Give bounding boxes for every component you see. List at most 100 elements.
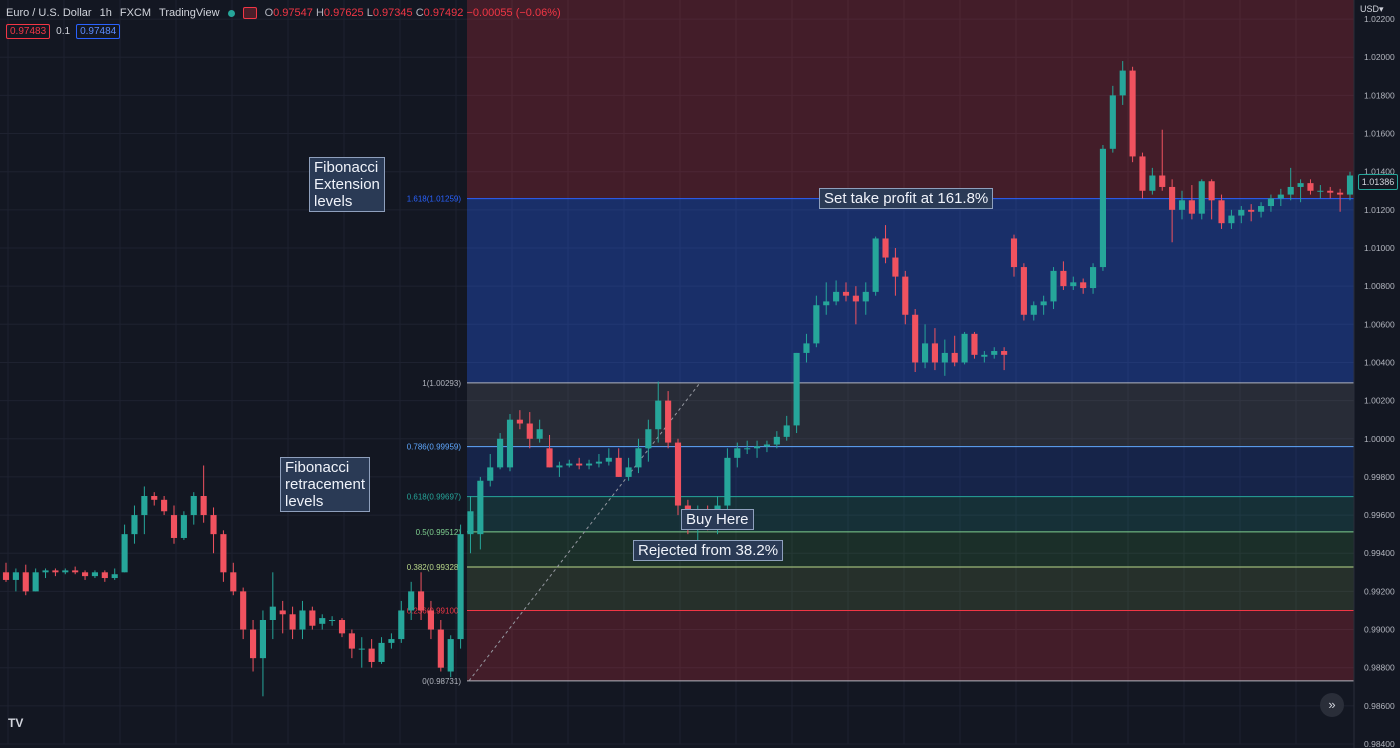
candle-body-60 [595,461,603,464]
buy-button[interactable]: 0.97484 [76,24,121,39]
fib-zone-2 [467,531,1354,567]
candle-body-99 [981,354,988,357]
double-chevron-right-icon[interactable]: » [1320,693,1344,717]
fib-zone-6 [467,198,1354,383]
candle-body-84 [833,291,840,302]
price-axis-tick-19: 0.98400 [1364,739,1395,748]
candle-body-85 [842,291,850,296]
candle-body-123 [1218,200,1225,224]
candle-body-66 [655,400,662,430]
candle-body-121 [1198,181,1205,214]
candle-body-92 [912,314,919,363]
annotation-take-profit[interactable]: Set take profit at 161.8% [819,188,994,209]
timeframe[interactable]: 1h [99,7,112,19]
price-axis-tick-17: 0.98800 [1364,663,1395,673]
price-axis-tick-18: 0.98600 [1364,701,1395,711]
candle-body-89 [882,238,889,258]
low-value: 0.97345 [372,7,413,19]
candle-body-15 [151,496,158,500]
price-axis-tick-15: 0.99200 [1364,586,1395,596]
fib-zone-0 [467,610,1354,681]
annotation-extension[interactable]: Fibonacci Extension levels [309,157,385,212]
price-axis-tick-3: 1.01600 [1364,129,1395,139]
candle-body-94 [931,343,939,363]
candle-body-64 [635,448,642,468]
candle-body-41 [408,591,415,611]
candle-body-8 [81,572,89,577]
data-source: TradingView [159,7,220,19]
annotation-buy-here[interactable]: Buy Here [681,509,754,530]
candle-body-16 [161,499,168,512]
candle-body-110 [1089,267,1097,289]
candle-body-134 [1327,190,1334,193]
fib-zone-7 [467,0,1354,199]
candle-body-7 [72,570,79,573]
candle-body-10 [101,572,108,579]
current-price-label: 1.01386 [1358,174,1398,190]
candle-body-14 [141,496,148,516]
candle-body-3 [32,572,39,592]
candle-body-77 [763,444,771,447]
price-axis-tick-2: 1.01800 [1364,90,1395,100]
symbol-name[interactable]: Euro / U.S. Dollar [6,7,92,19]
candle-body-107 [1060,270,1067,287]
fib-zone-5 [467,382,1354,447]
candle-body-37 [368,648,375,662]
fib-level-label-1: 0.236(0.99100) [407,606,462,615]
candle-body-39 [388,639,395,643]
price-axis-tick-5: 1.01200 [1364,205,1395,215]
fib-trend-line [468,382,701,682]
visibility-icon[interactable] [242,7,257,19]
candle-body-129 [1277,194,1284,199]
candle-body-19 [190,496,197,516]
candle-body-86 [852,295,859,302]
candle-body-104 [1030,305,1037,315]
candle-body-11 [111,574,118,579]
price-axis-tick-4: 1.01400 [1364,167,1395,177]
candle-body-52 [516,419,523,424]
fib-level-label-6: 1(1.00293) [422,379,461,388]
price-axis-tick-14: 0.99400 [1364,548,1395,558]
candle-body-12 [121,534,128,573]
candle-body-48 [477,480,484,535]
annotation-rejected[interactable]: Rejected from 38.2% [633,540,784,561]
candle-body-29 [289,614,296,630]
candle-body-51 [506,419,514,468]
tradingview-logo[interactable]: TV [8,716,24,730]
fib-level-label-3: 0.5(0.99512) [416,528,462,537]
candle-body-126 [1248,209,1255,212]
candle-body-17 [170,515,178,538]
candle-body-68 [674,442,682,506]
candle-body-131 [1297,183,1304,187]
candle-body-119 [1178,200,1186,210]
candle-body-35 [348,633,355,649]
candle-body-27 [269,606,276,620]
ohlc-values: O0.97547 H0.97625 L0.97345 C0.97492 −0.0… [265,7,561,19]
candle-body-102 [1010,238,1018,268]
candle-body-136 [1346,175,1354,195]
candle-body-115 [1139,156,1146,191]
annotation-retracement[interactable]: Fibonacci retracement levels [280,457,371,512]
candle-body-132 [1307,183,1314,191]
candle-body-43 [427,610,435,630]
fib-zone-1 [467,566,1354,611]
candle-body-40 [398,610,405,640]
candle-body-26 [259,620,267,659]
candle-body-76 [753,446,761,449]
candle-body-120 [1188,200,1195,214]
candle-body-65 [645,429,652,449]
candle-body-30 [299,610,306,630]
price-axis-tick-0: 1.02200 [1364,14,1395,24]
candle-body-55 [546,448,553,468]
candle-body-111 [1099,148,1107,268]
fib-level-label-0: 0(0.98731) [422,677,461,686]
candle-body-108 [1070,282,1077,287]
candle-body-74 [734,448,741,458]
close-label: C [415,7,424,19]
currency-selector[interactable]: USD▾ [1360,4,1384,14]
candle-body-24 [240,591,247,630]
sell-button[interactable]: 0.97483 [6,24,51,39]
candle-body-98 [971,333,978,355]
price-axis-tick-12: 0.99800 [1364,472,1395,482]
